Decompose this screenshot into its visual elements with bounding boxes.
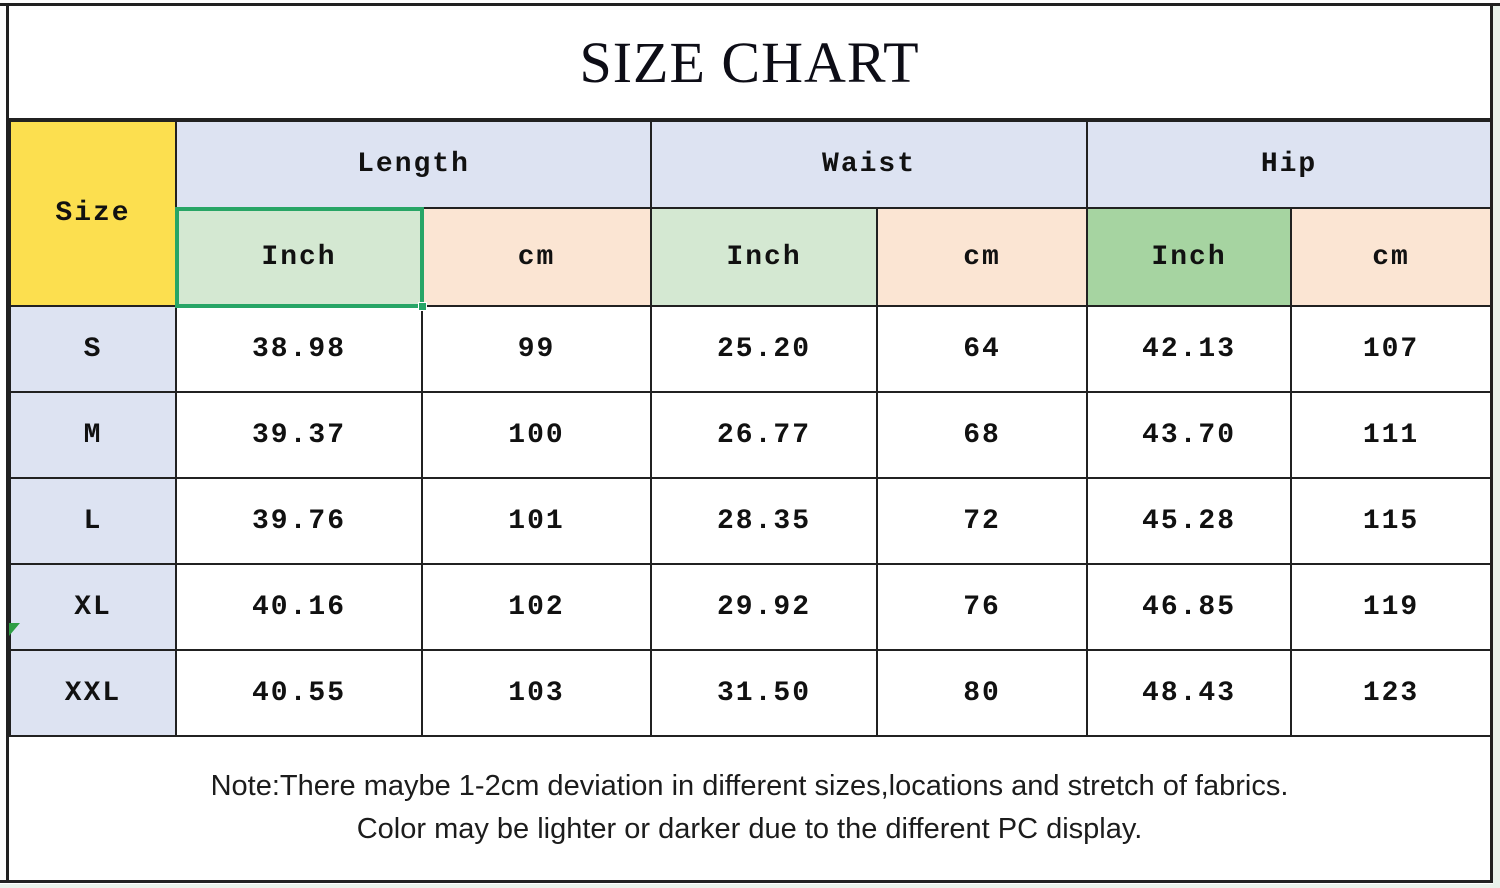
cell-waist-inch: 25.20: [650, 305, 879, 393]
cell-length-cm: 99: [420, 305, 653, 393]
cell-length-inch: 40.16: [175, 563, 423, 651]
table-row-xxl: XXL 40.55 103 31.50 80 48.43 123: [9, 649, 1493, 737]
note-line-2: Color may be lighter or darker due to th…: [356, 813, 1143, 845]
cell-waist-cm: 76: [876, 563, 1089, 651]
group-header-length: Length: [174, 120, 653, 209]
cell-hip-cm: 119: [1290, 563, 1493, 651]
cell-length-cm: 103: [420, 649, 653, 737]
group-header-waist: Waist: [650, 120, 1089, 209]
size-chart-sheet: SIZE CHART Size Length Waist Hip Inch cm: [6, 3, 1493, 883]
cell-waist-inch: 26.77: [650, 391, 879, 479]
table-row-xl: XL 40.16 102 29.92 76 46.85 119: [9, 563, 1493, 651]
cell-hip-cm: 115: [1290, 477, 1493, 565]
unit-header-hip-cm: cm: [1290, 207, 1493, 307]
cell-waist-cm: 64: [876, 305, 1089, 393]
group-header-hip: Hip: [1086, 120, 1493, 209]
cell-hip-inch: 46.85: [1086, 563, 1293, 651]
unit-header-length-inch: Inch: [175, 207, 427, 311]
cell-waist-cm: 68: [876, 391, 1089, 479]
bottom-edge-tint: [0, 884, 1500, 888]
page-title: SIZE CHART: [9, 6, 1490, 120]
cell-length-inch: 39.37: [175, 391, 423, 479]
size-label: XL: [9, 563, 177, 651]
group-header-row: Size Length Waist Hip: [9, 120, 1493, 307]
cell-waist-cm: 80: [876, 649, 1089, 737]
cell-length-cm: 102: [420, 563, 653, 651]
cell-length-cm: 101: [420, 477, 653, 565]
cell-hip-inch: 48.43: [1086, 649, 1293, 737]
cell-hip-inch: 43.70: [1086, 391, 1293, 479]
cell-length-inch: 40.55: [175, 649, 423, 737]
unit-header-waist-inch: Inch: [650, 207, 879, 307]
unit-header-waist-cm: cm: [876, 207, 1089, 307]
unit-header-row: Inch cm Inch cm Inch cm: [10, 207, 1493, 311]
unit-header-length-cm: cm: [420, 207, 653, 307]
cell-length-cm: 100: [420, 391, 653, 479]
green-corner-marker: [9, 623, 20, 636]
size-label: S: [9, 305, 177, 393]
size-column-header: Size: [9, 120, 177, 307]
right-edge-tint: [1493, 6, 1500, 886]
cell-waist-cm: 72: [876, 477, 1089, 565]
cell-hip-inch: 45.28: [1086, 477, 1293, 565]
table-row-l: L 39.76 101 28.35 72 45.28 115: [9, 477, 1493, 565]
unit-header-label: Inch: [261, 241, 337, 273]
cell-waist-inch: 31.50: [650, 649, 879, 737]
cell-hip-cm: 111: [1290, 391, 1493, 479]
note-line-1: Note:There maybe 1-2cm deviation in diff…: [210, 770, 1289, 802]
cell-length-inch: 39.76: [175, 477, 423, 565]
size-table: Size Length Waist Hip Inch cm Inch cm In…: [9, 120, 1493, 737]
cell-length-inch: 38.98: [175, 305, 423, 393]
size-label: L: [9, 477, 177, 565]
selection-fill-handle: [418, 302, 427, 311]
cell-waist-inch: 28.35: [650, 477, 879, 565]
unit-header-hip-inch: Inch: [1086, 207, 1293, 307]
cell-hip-inch: 42.13: [1086, 305, 1293, 393]
note: Note:There maybe 1-2cm deviation in diff…: [9, 737, 1490, 879]
table-row-s: S 38.98 99 25.20 64 42.13 107: [9, 305, 1493, 393]
size-label: M: [9, 391, 177, 479]
cell-waist-inch: 29.92: [650, 563, 879, 651]
table-row-m: M 39.37 100 26.77 68 43.70 111: [9, 391, 1493, 479]
cell-hip-cm: 123: [1290, 649, 1493, 737]
cell-hip-cm: 107: [1290, 305, 1493, 393]
size-label: XXL: [9, 649, 177, 737]
